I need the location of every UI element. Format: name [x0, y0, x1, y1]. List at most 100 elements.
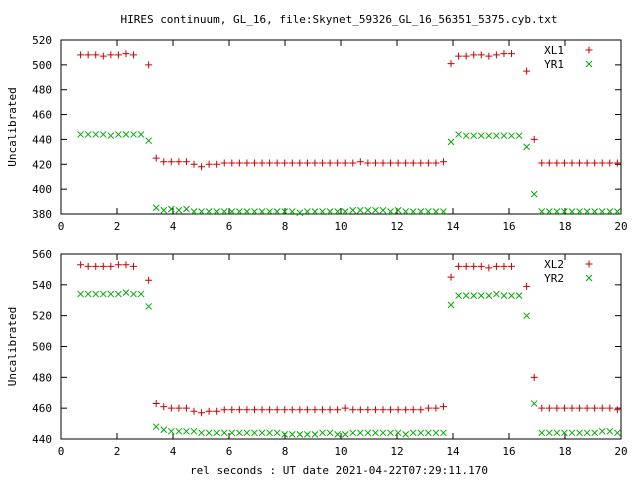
data-point [349, 159, 357, 167]
data-point [379, 429, 387, 437]
data-point [99, 131, 107, 138]
y-tick-label: 500 [32, 59, 52, 72]
data-point [591, 208, 599, 215]
data-point [538, 208, 546, 215]
data-point [122, 289, 130, 296]
data-point [326, 208, 334, 215]
data-point [492, 262, 500, 270]
legend-label: YR2 [544, 272, 564, 285]
data-point [568, 429, 576, 437]
data-point [598, 404, 606, 412]
data-point [92, 131, 100, 138]
x-tick-label: 2 [114, 220, 121, 233]
x-tick-label: 4 [170, 445, 177, 458]
data-point [183, 427, 190, 435]
data-point [387, 406, 395, 414]
data-point [77, 51, 85, 59]
data-point [228, 406, 236, 414]
data-point [99, 262, 107, 270]
data-point [304, 431, 311, 438]
data-point [175, 427, 183, 435]
data-point [190, 160, 198, 168]
data-point [485, 52, 493, 60]
data-point [447, 273, 455, 281]
top-panel: 380 400 420 440 460 480 500 520 0 2 4 6 8 10 12 14 16 18 2… [6, 34, 628, 233]
data-point [115, 290, 122, 298]
data-point [372, 206, 379, 214]
y-tick-label: 520 [32, 34, 52, 47]
data-point [311, 159, 319, 167]
y-tick-label: 480 [32, 371, 52, 384]
data-point [545, 429, 553, 437]
data-point [462, 52, 470, 60]
data-point [258, 159, 266, 167]
data-point [583, 404, 591, 412]
data-point [394, 206, 402, 214]
data-point [402, 208, 410, 215]
data-point [432, 429, 440, 437]
data-point [530, 190, 538, 198]
x-tick-label: 2 [114, 445, 121, 458]
data-point [311, 406, 319, 414]
data-point [560, 159, 568, 167]
data-point [349, 429, 357, 437]
data-point [236, 429, 243, 437]
data-point [583, 429, 591, 437]
data-point [334, 406, 342, 414]
data-point [561, 429, 568, 437]
data-point [235, 159, 243, 167]
data-point [266, 208, 273, 215]
data-point [462, 132, 470, 140]
x-tick-label: 4 [170, 220, 177, 233]
data-point [417, 208, 425, 215]
data-point [220, 159, 228, 167]
data-point [273, 406, 281, 414]
data-point [220, 406, 228, 414]
data-point [538, 404, 546, 412]
x-tick-label: 8 [282, 445, 289, 458]
data-point [508, 50, 516, 58]
data-point [99, 52, 107, 60]
x-tick-label: 18 [558, 445, 571, 458]
data-point [77, 131, 84, 138]
data-point [213, 407, 221, 415]
data-point [394, 406, 402, 414]
data-point [114, 51, 122, 59]
data-point [364, 206, 372, 214]
data-point [477, 132, 485, 140]
data-point [439, 158, 447, 166]
data-point [455, 262, 463, 270]
data-point [598, 208, 606, 215]
data-point [598, 427, 606, 435]
data-point [266, 406, 274, 414]
data-point [538, 159, 546, 167]
x-tick-label: 18 [558, 220, 571, 233]
data-point [288, 159, 296, 167]
data-point [288, 208, 296, 215]
data-point [92, 51, 100, 59]
data-point [152, 154, 160, 162]
data-point [107, 51, 115, 59]
x-tick-label: 16 [502, 220, 515, 233]
data-point [568, 159, 576, 167]
data-point [477, 262, 485, 270]
data-point [130, 51, 138, 59]
data-point [205, 429, 213, 437]
data-point [182, 404, 190, 412]
data-point [303, 406, 311, 414]
y-tick-label: 440 [32, 433, 52, 446]
data-point [613, 159, 621, 167]
data-point [583, 208, 591, 215]
data-point [485, 264, 493, 272]
data-point [591, 429, 599, 437]
y-tick-label: 560 [32, 248, 52, 261]
x-tick-label: 20 [614, 445, 627, 458]
data-point [417, 406, 425, 414]
data-point [402, 406, 410, 414]
data-point [341, 159, 349, 167]
data-point [334, 208, 341, 215]
data-point [319, 406, 327, 414]
data-point [84, 131, 92, 138]
data-point [205, 407, 213, 415]
